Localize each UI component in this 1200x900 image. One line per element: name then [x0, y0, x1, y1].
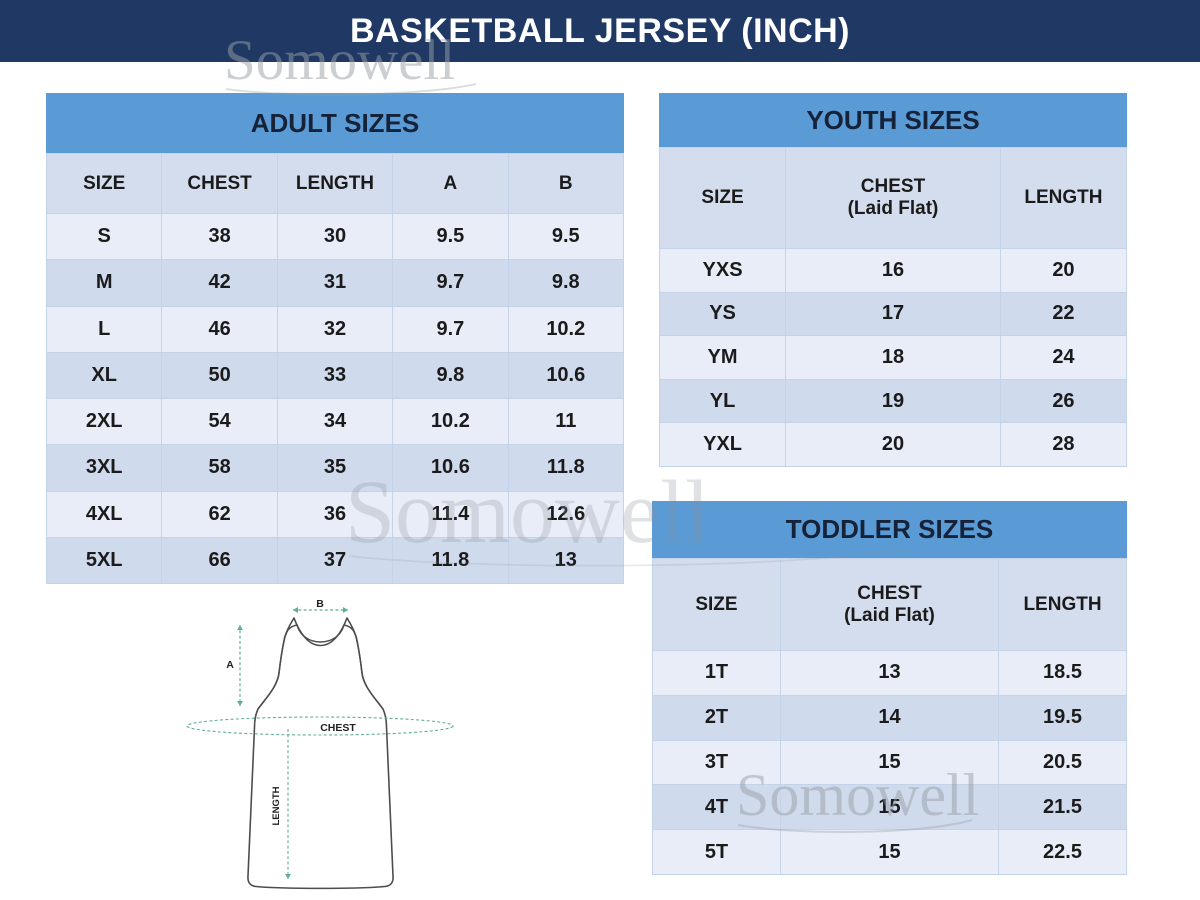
svg-text:A: A: [226, 659, 234, 671]
svg-text:LENGTH: LENGTH: [271, 786, 282, 825]
svg-text:CHEST: CHEST: [320, 722, 356, 734]
svg-text:B: B: [316, 598, 324, 610]
